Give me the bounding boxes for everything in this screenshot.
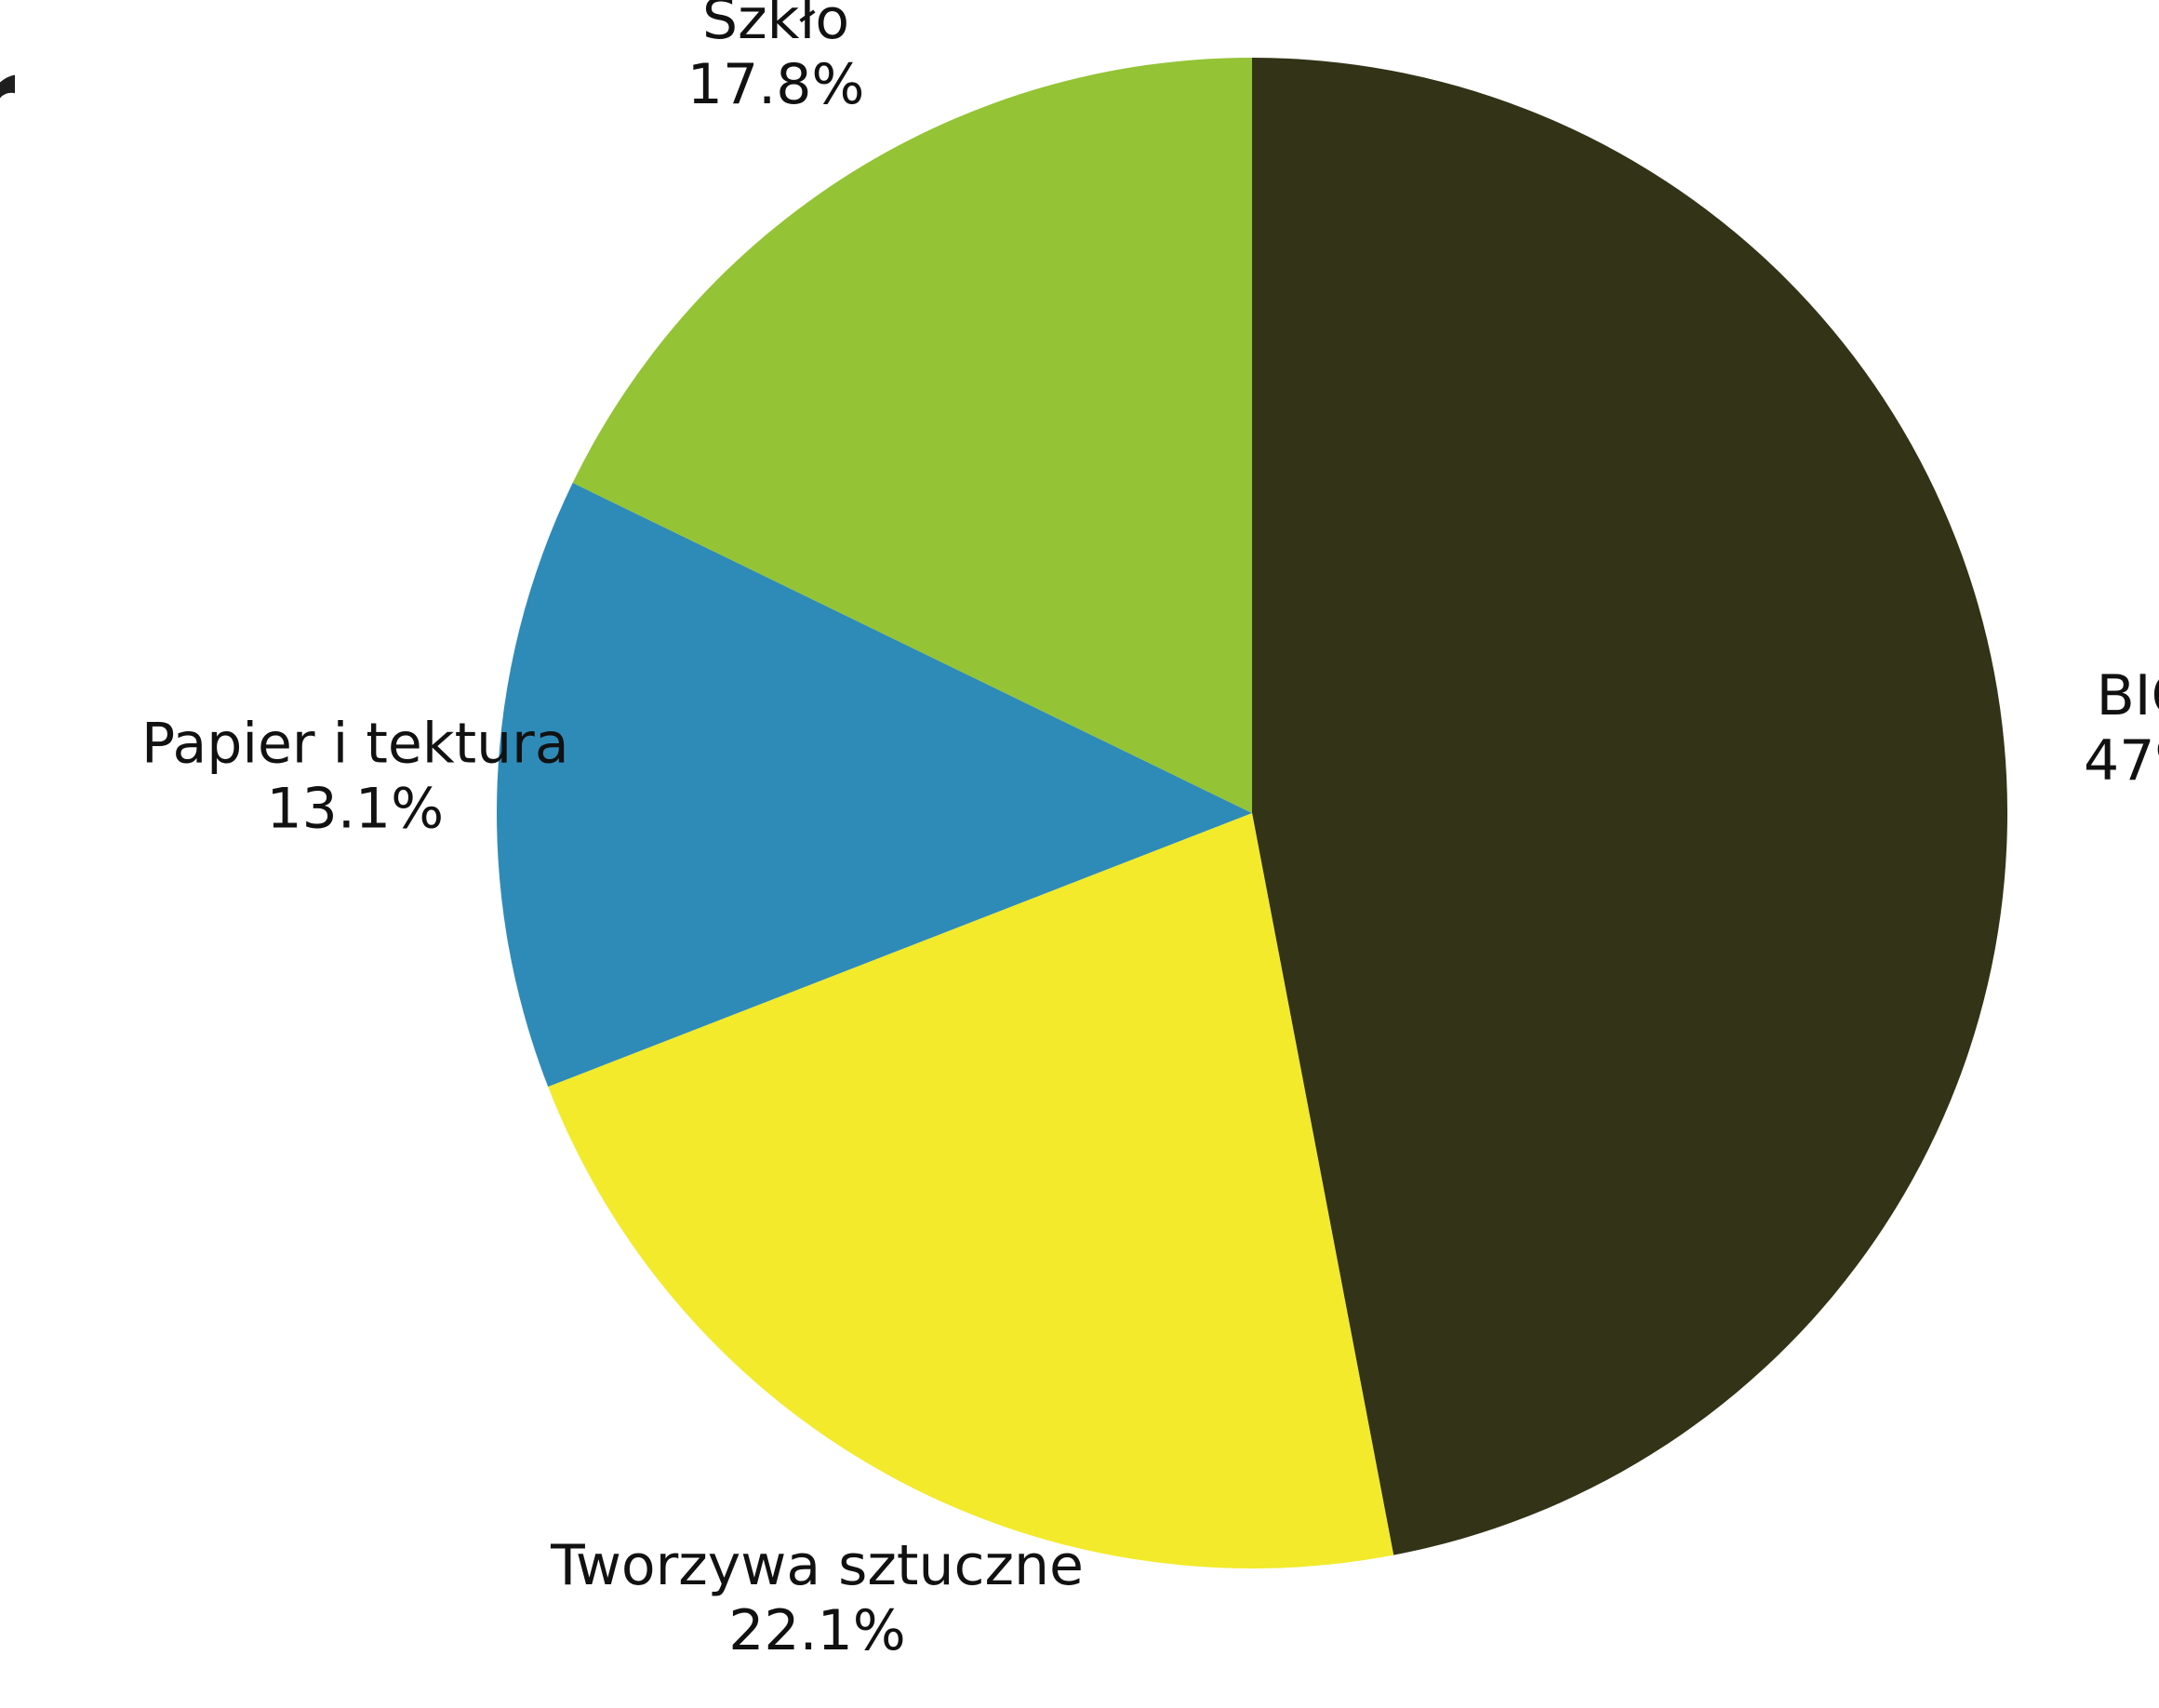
slice-category-label: Papier i tektura <box>141 712 569 777</box>
pie-slice-papier-i-tektura <box>496 483 1252 1088</box>
cropped-heading-fragment: n <box>0 50 15 160</box>
pie-slice-bio <box>1252 57 2008 1555</box>
slice-category-label: Szkło <box>702 0 849 52</box>
slice-label-szklo: Szkło 17.8% <box>687 0 865 117</box>
slice-percent-label: 22.1% <box>728 1598 906 1663</box>
slice-percent-label: 13.1% <box>266 777 444 842</box>
pie-slices <box>496 57 2008 1569</box>
slice-percent-label: 17.8% <box>687 52 865 117</box>
slice-label-papier-i-tektura: Papier i tektura 13.1% <box>141 712 569 842</box>
slice-category-label: Tworzywa sztuczne <box>550 1533 1084 1598</box>
slice-percent-label: 47% <box>2084 728 2159 794</box>
slice-label-bio: BIO47% <box>2084 663 2159 794</box>
slice-category-label: BIO <box>2097 663 2159 728</box>
pie-slice-szklo <box>572 58 1252 813</box>
pie-slice-tworzywa-sztuczne <box>548 813 1394 1569</box>
slice-label-tworzywa-sztuczne: Tworzywa sztuczne 22.1% <box>550 1533 1084 1663</box>
